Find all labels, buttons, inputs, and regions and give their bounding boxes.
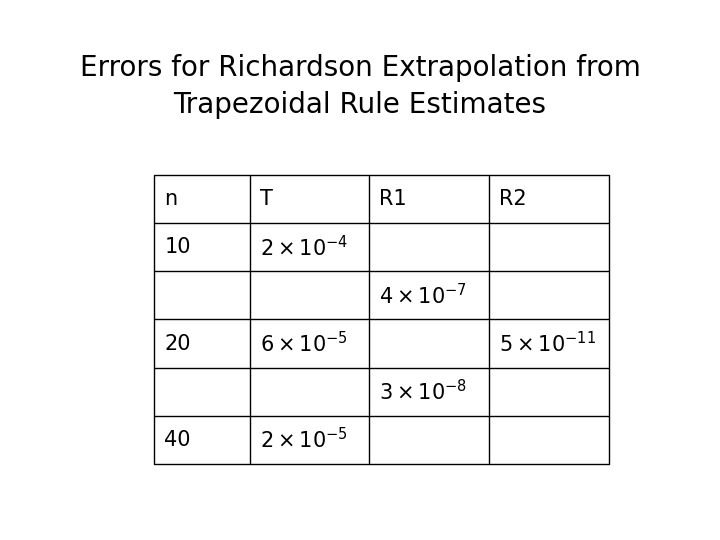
Text: $2 \times 10^{-5}$: $2 \times 10^{-5}$ [260, 427, 348, 453]
Text: $2 \times 10^{-4}$: $2 \times 10^{-4}$ [260, 235, 348, 260]
Text: 10: 10 [164, 237, 191, 257]
Text: 20: 20 [164, 334, 191, 354]
Text: R1: R1 [379, 189, 407, 209]
Text: $3 \times 10^{-8}$: $3 \times 10^{-8}$ [379, 379, 467, 404]
Text: R2: R2 [499, 189, 527, 209]
Text: T: T [260, 189, 272, 209]
Text: $6 \times 10^{-5}$: $6 \times 10^{-5}$ [260, 331, 348, 356]
Text: n: n [164, 189, 177, 209]
Text: $4 \times 10^{-7}$: $4 \times 10^{-7}$ [379, 283, 467, 308]
Text: Errors for Richardson Extrapolation from
Trapezoidal Rule Estimates: Errors for Richardson Extrapolation from… [80, 54, 640, 119]
Text: 40: 40 [164, 430, 191, 450]
Text: $5 \times 10^{-11}$: $5 \times 10^{-11}$ [499, 331, 596, 356]
